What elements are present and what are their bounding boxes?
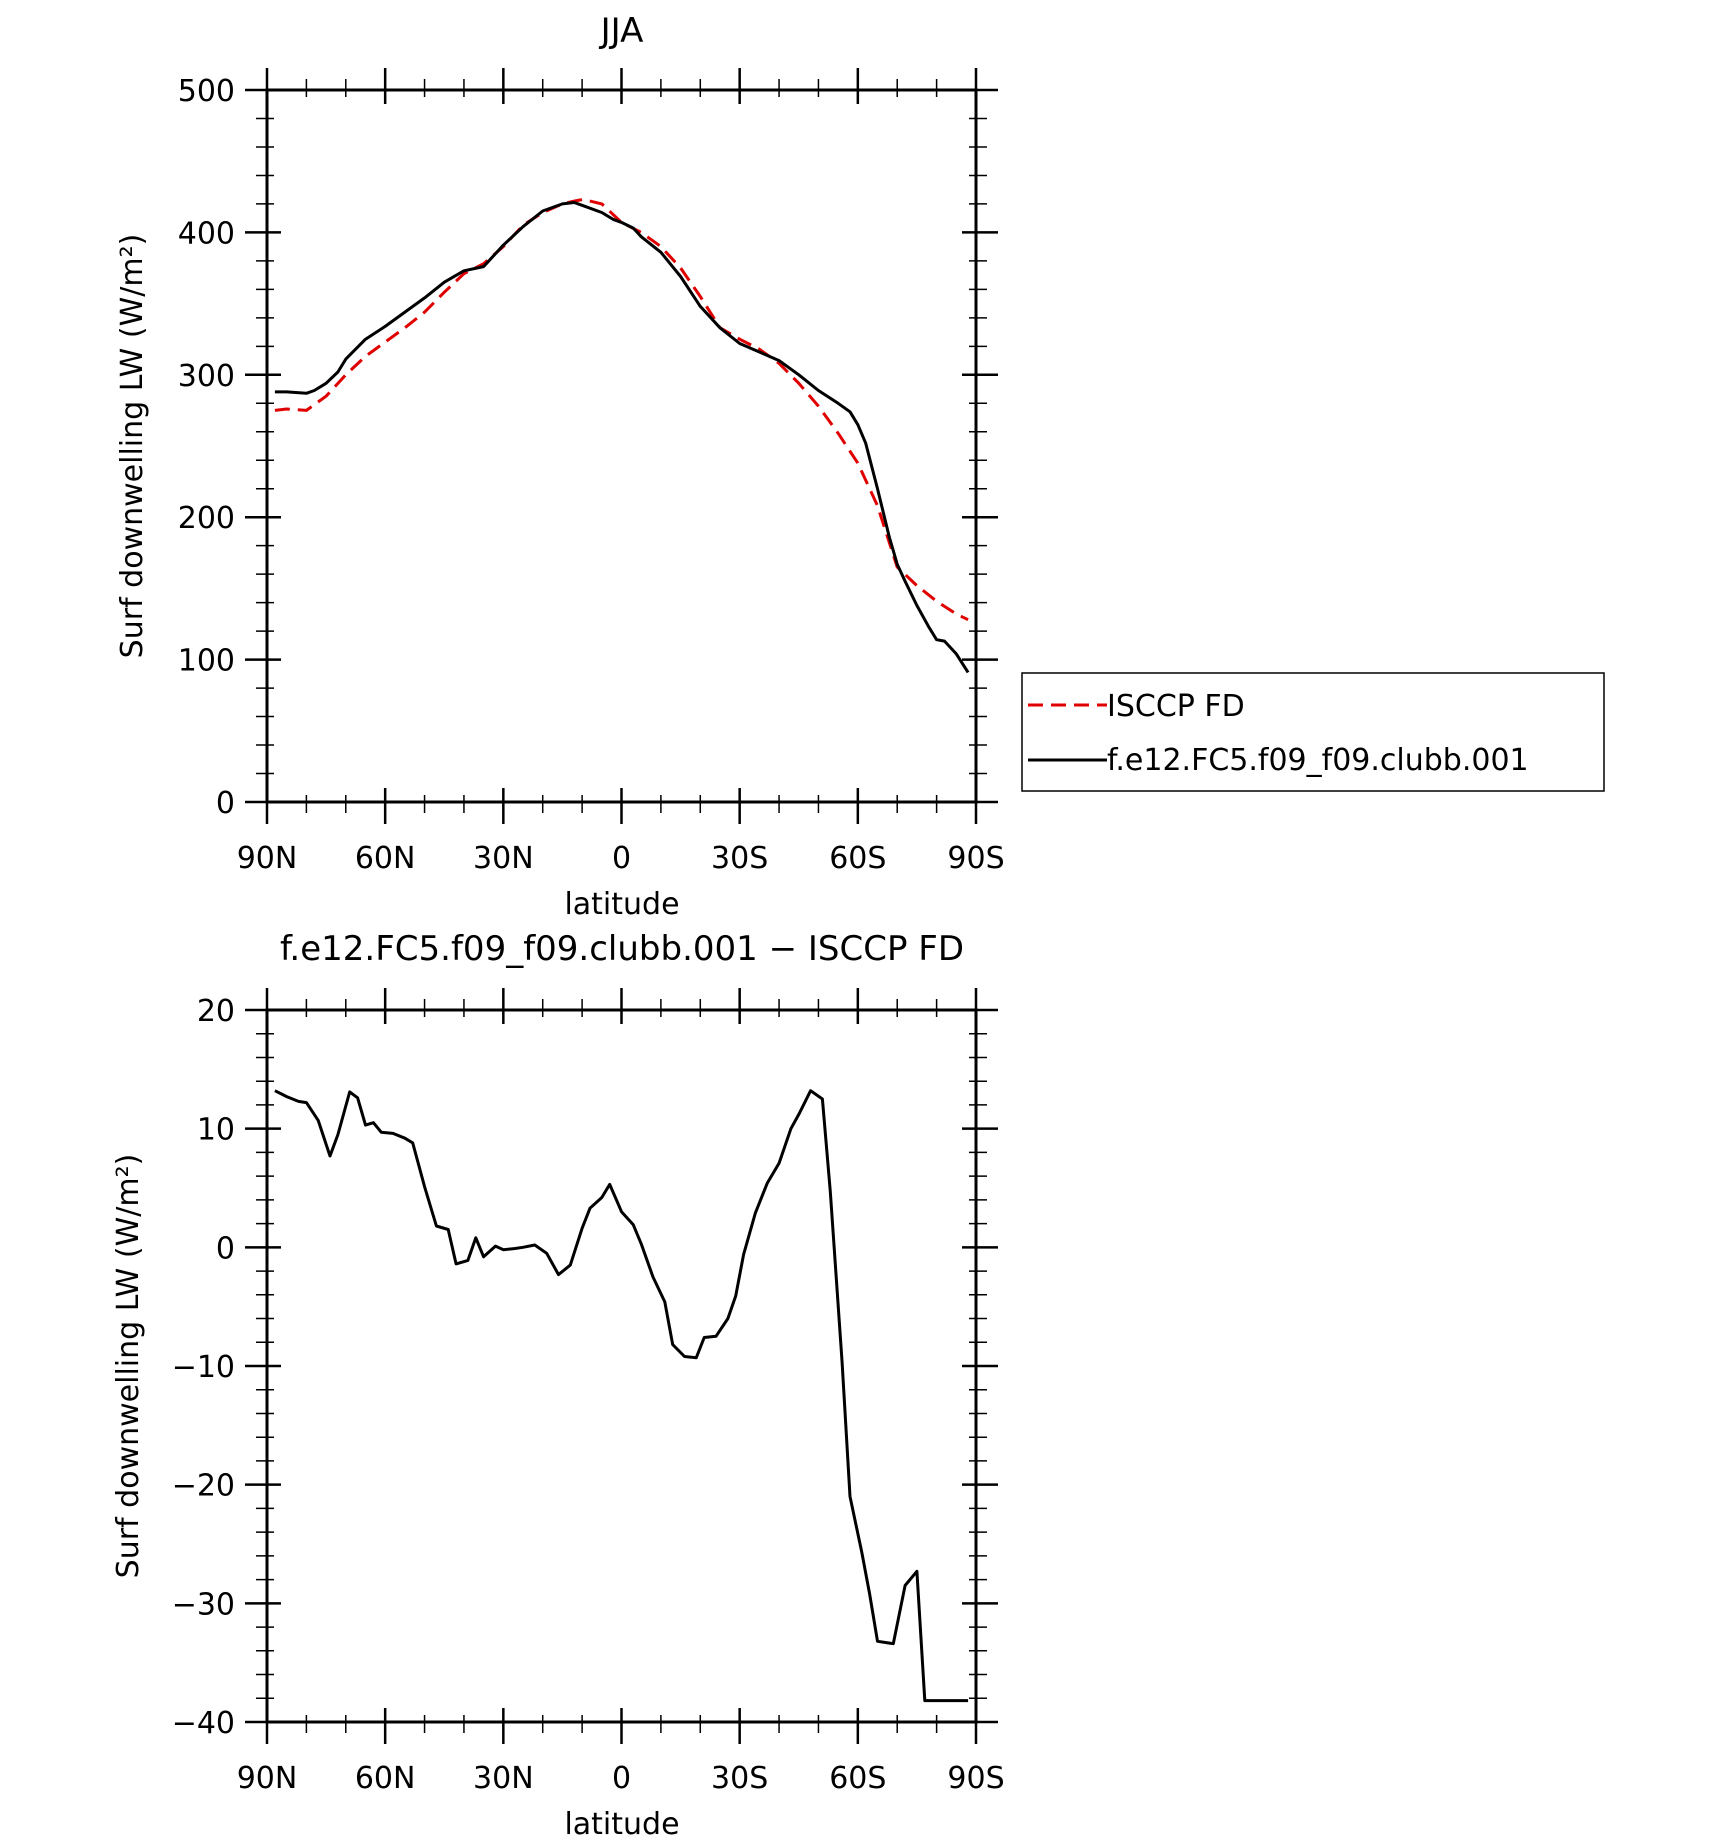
x-tick-label: 30S xyxy=(711,841,768,876)
top-chart-title: JJA xyxy=(599,11,644,51)
bottom-y-axis-label: Surf downwelling LW (W/m²) xyxy=(111,1154,146,1579)
y-tick-label: 100 xyxy=(178,644,235,679)
x-tick-label: 60S xyxy=(829,1761,886,1796)
top-panel: JJA latitude Surf downwelling LW (W/m²) … xyxy=(115,11,1005,922)
top-plot-frame xyxy=(265,88,978,804)
legend-label-model: f.e12.FC5.f09_f09.clubb.001 xyxy=(1107,743,1529,778)
y-tick-label: 500 xyxy=(178,74,235,109)
x-tick-label: 90S xyxy=(947,1761,1004,1796)
y-tick-label: −20 xyxy=(172,1469,235,1504)
y-tick-label: 300 xyxy=(178,359,235,394)
series-line-1-0 xyxy=(274,1089,969,1703)
y-tick-label: 400 xyxy=(178,216,235,251)
x-tick-label: 60S xyxy=(829,841,886,876)
y-tick-label: 200 xyxy=(178,501,235,536)
x-tick-label: 60N xyxy=(355,841,416,876)
x-tick-label: 30N xyxy=(473,841,534,876)
y-tick-label: 0 xyxy=(216,786,235,821)
top-y-axis-label: Surf downwelling LW (W/m²) xyxy=(115,234,150,659)
bottom-chart-title: f.e12.FC5.f09_f09.clubb.001 − ISCCP FD xyxy=(280,929,964,969)
x-tick-label: 30S xyxy=(711,1761,768,1796)
x-tick-label: 90S xyxy=(947,841,1004,876)
y-tick-label: 0 xyxy=(216,1231,235,1266)
x-tick-label: 0 xyxy=(612,841,631,876)
x-tick-label: 60N xyxy=(355,1761,416,1796)
legend-box xyxy=(1021,672,1605,792)
top-x-axis-label: latitude xyxy=(564,887,679,922)
bottom-x-axis-label: latitude xyxy=(564,1807,679,1839)
series-line-0-1 xyxy=(274,201,970,674)
x-tick-label: 0 xyxy=(612,1761,631,1796)
bottom-panel: f.e12.FC5.f09_f09.clubb.001 − ISCCP FD l… xyxy=(111,929,1005,1839)
bottom-plot-frame xyxy=(265,1008,978,1724)
y-tick-label: −10 xyxy=(172,1350,235,1385)
y-tick-label: 20 xyxy=(197,994,235,1029)
y-tick-label: −40 xyxy=(172,1706,235,1741)
y-tick-label: −30 xyxy=(172,1587,235,1622)
x-tick-label: 30N xyxy=(473,1761,534,1796)
y-tick-label: 10 xyxy=(197,1113,235,1148)
legend: ISCCP FD f.e12.FC5.f09_f09.clubb.001 xyxy=(1021,672,1605,792)
x-tick-label: 90N xyxy=(237,841,298,876)
legend-label-isccp: ISCCP FD xyxy=(1107,689,1245,724)
x-tick-label: 90N xyxy=(237,1761,298,1796)
series-line-0-0 xyxy=(274,198,969,622)
